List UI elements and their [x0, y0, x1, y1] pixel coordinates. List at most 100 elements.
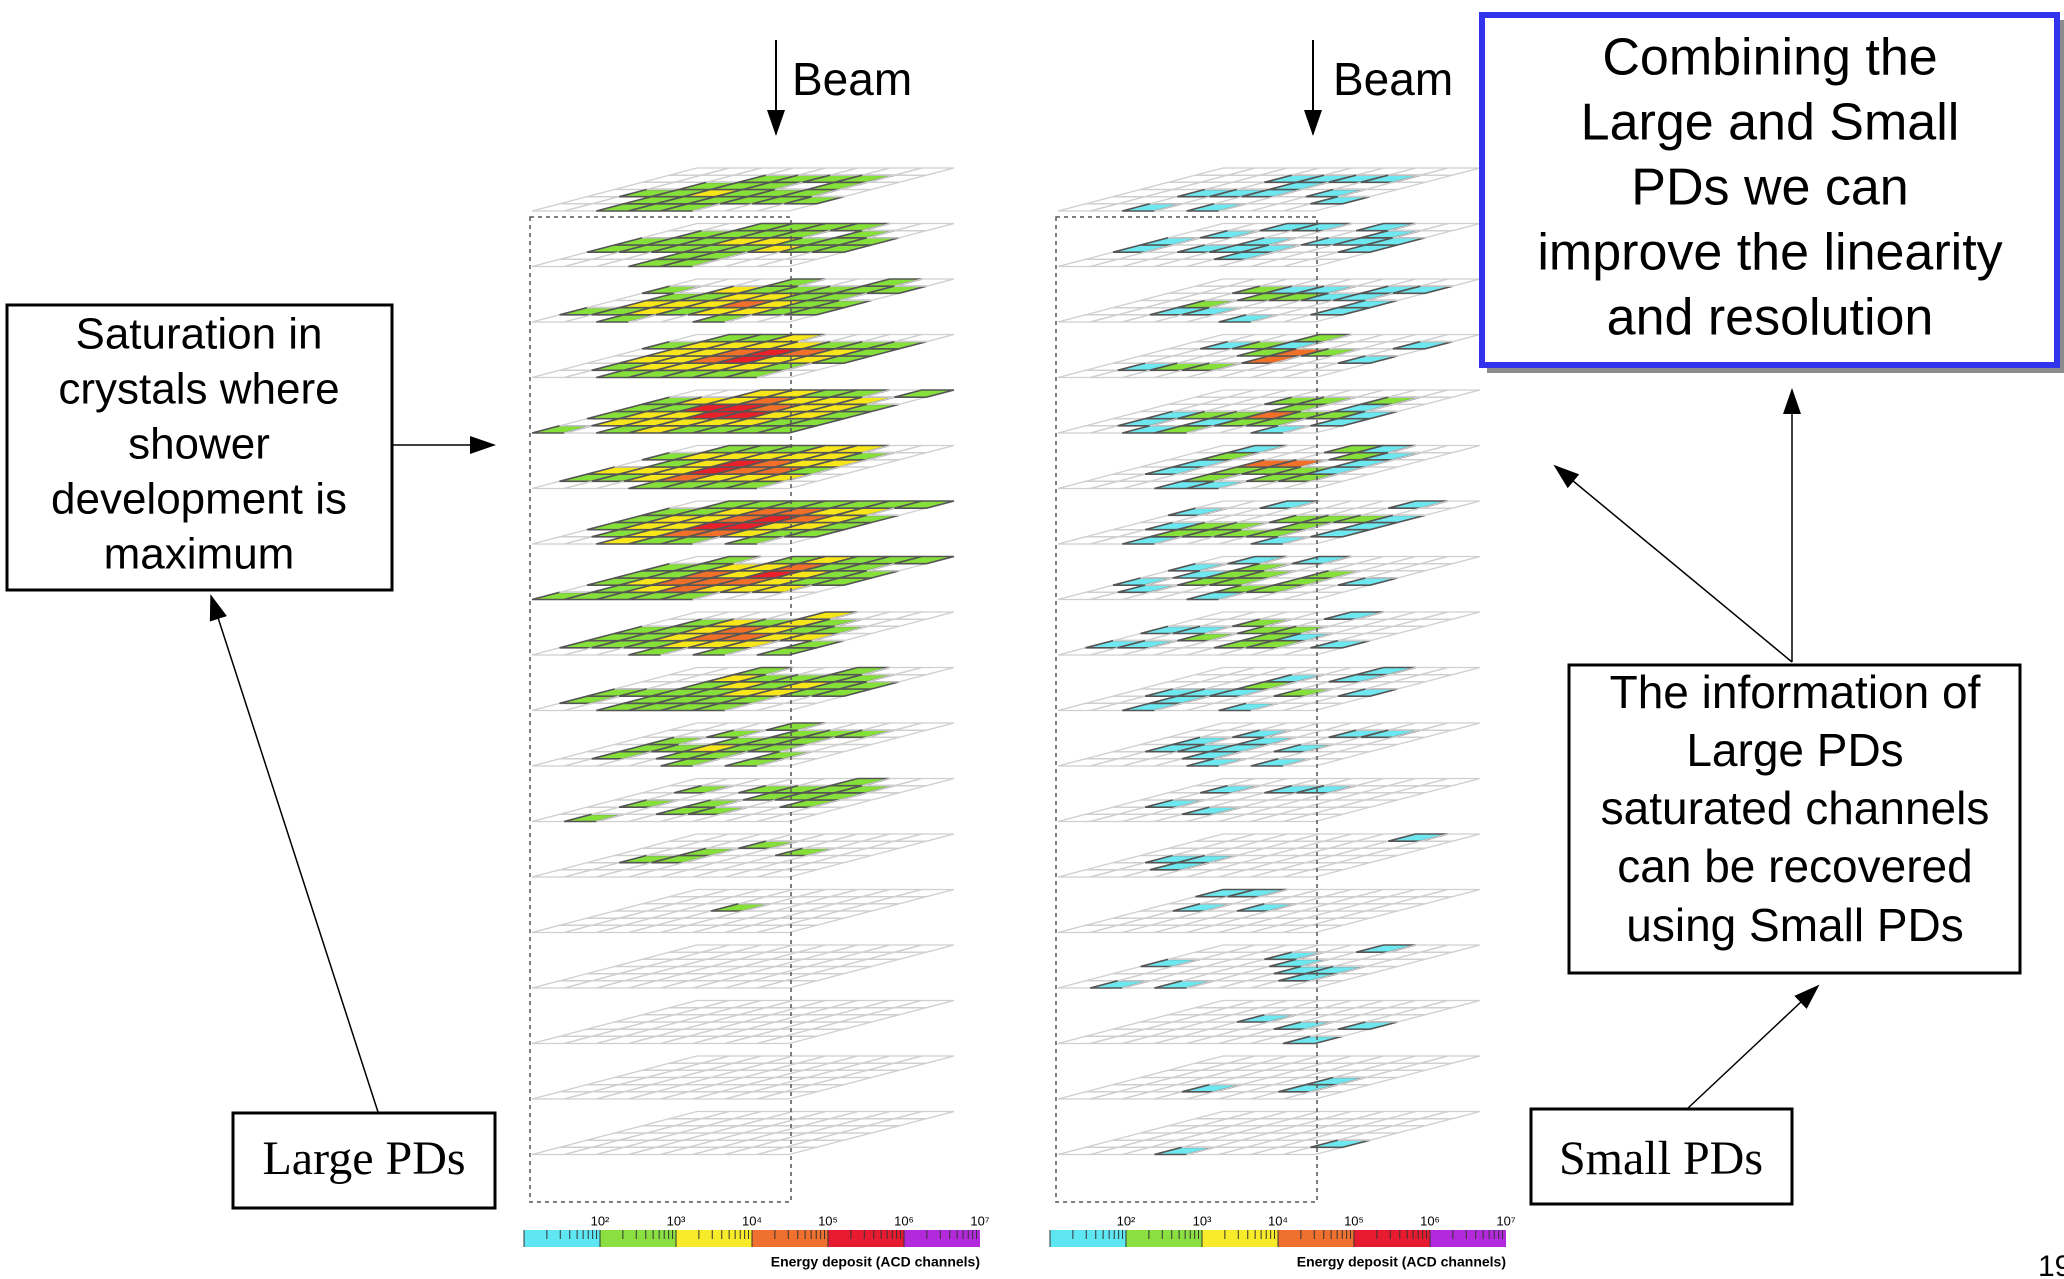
crystal: [618, 910, 679, 919]
crystal: [1360, 896, 1421, 905]
crystal: [1392, 618, 1453, 627]
crystal: [706, 1062, 767, 1071]
crystal: [802, 1007, 863, 1016]
crystal: [687, 1139, 748, 1148]
crystal: [1122, 813, 1183, 823]
crystal: [669, 611, 730, 620]
crystal: [1085, 751, 1146, 760]
crystal: [1218, 869, 1279, 878]
crystal: [1172, 1014, 1233, 1023]
crystal: [1140, 792, 1201, 801]
crystal: [669, 666, 730, 676]
crystal: [531, 1035, 592, 1045]
crystal: [802, 951, 863, 960]
crystal: [1057, 647, 1118, 656]
crystal: [862, 1055, 923, 1064]
crystal: [724, 1035, 785, 1045]
crystal: [1365, 181, 1426, 191]
crystal: [1296, 230, 1357, 239]
crystal: [1420, 666, 1481, 676]
crystal: [1089, 369, 1150, 379]
crystal: [596, 1091, 657, 1100]
crystal: [784, 1139, 845, 1148]
colorbar-tick-label: 10²: [1117, 1213, 1136, 1228]
crystal: [1268, 1069, 1329, 1079]
crystal: [715, 965, 776, 975]
crystal: [1167, 1007, 1228, 1016]
crystal: [797, 999, 858, 1009]
crystal: [747, 1132, 808, 1141]
crystal: [1305, 910, 1366, 919]
crystal: [1241, 1076, 1302, 1086]
crystal: [660, 980, 721, 989]
crystal: [1245, 806, 1306, 815]
crystal: [866, 896, 927, 905]
crystal: [628, 1146, 689, 1156]
crystal: [1236, 681, 1297, 690]
crystal: [586, 965, 647, 975]
colorbar-tick-label: 10⁵: [1344, 1213, 1364, 1228]
crystal: [660, 1035, 721, 1045]
crystal: [673, 896, 734, 905]
crystal: [1250, 536, 1311, 545]
crystal: [1264, 673, 1325, 683]
crystal: [673, 1007, 734, 1016]
crystal: [591, 862, 652, 871]
crystal: [715, 854, 776, 864]
crystal: [756, 591, 817, 601]
crystal: [1259, 500, 1320, 509]
crystal: [1420, 777, 1481, 787]
crystal: [1177, 299, 1238, 309]
crystal: [1186, 924, 1247, 934]
crystal: [770, 896, 831, 905]
crystal: [756, 1091, 817, 1100]
crystal: [1140, 1125, 1201, 1134]
crystal: [1282, 203, 1343, 212]
crystal: [834, 1062, 895, 1071]
crystal: [1388, 888, 1449, 898]
crystal: [811, 1021, 872, 1030]
crystal: [1291, 944, 1352, 953]
crystal: [1273, 1021, 1334, 1030]
crystal: [1273, 854, 1334, 864]
information-text: using Small PDs: [1626, 899, 1963, 951]
crystal: [1057, 480, 1118, 490]
crystal: [673, 1118, 734, 1127]
crystal: [784, 862, 845, 871]
crystal: [591, 806, 652, 815]
beam-label: Beam: [1333, 53, 1453, 105]
crystal: [1310, 528, 1371, 538]
crystal: [719, 862, 780, 871]
crystal: [1278, 917, 1339, 926]
crystal: [894, 722, 955, 731]
crystal: [742, 958, 803, 968]
crystal: [1310, 362, 1371, 371]
crystal: [1420, 1110, 1481, 1120]
crystal: [862, 888, 923, 898]
small-pds-box: [1529, 1107, 1794, 1206]
colorbar-tick-label: 10⁷: [970, 1213, 989, 1228]
crystal: [1057, 813, 1118, 823]
colorbar-segment: [600, 1230, 676, 1247]
crystal: [1388, 1110, 1449, 1120]
crystal: [1209, 1021, 1270, 1030]
crystal: [1355, 167, 1416, 176]
crystal: [1268, 403, 1329, 413]
crystal: [1282, 813, 1343, 823]
crystal: [660, 924, 721, 934]
crystal: [701, 555, 762, 565]
crystal: [1172, 181, 1233, 191]
crystal: [1232, 896, 1293, 905]
crystal: [1282, 1035, 1343, 1045]
crystal: [1213, 1028, 1274, 1037]
crystal: [1250, 480, 1311, 490]
calorimeter-stacks: 10² 10³ 10⁴ 10⁵ 10⁶ 10⁷ Energy deposit (ACD ch…: [523, 167, 1516, 1270]
crystal: [765, 722, 826, 731]
crystal: [1323, 1110, 1384, 1120]
crystal: [1204, 847, 1265, 857]
crystal: [596, 1146, 657, 1156]
crystal: [673, 951, 734, 960]
crystal: [1300, 736, 1361, 746]
crystal: [701, 611, 762, 620]
crystal: [701, 722, 762, 731]
